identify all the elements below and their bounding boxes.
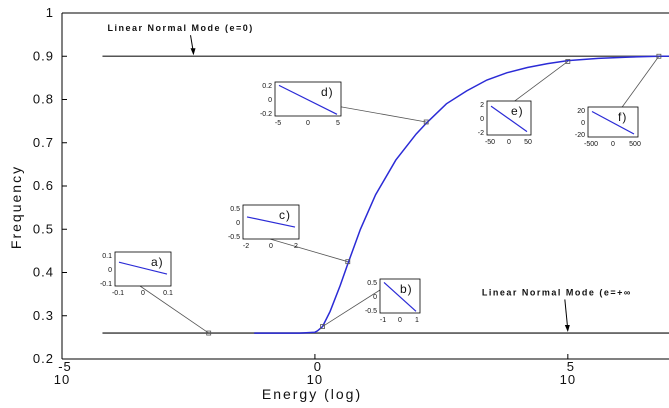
y-tick-label: 0.7 <box>33 135 54 150</box>
inset-x-tick: -5 <box>275 120 281 127</box>
y-tick-label: 1 <box>46 5 54 20</box>
series-layer <box>254 55 669 334</box>
inset-series-line <box>490 105 528 133</box>
inset-y-tick: 0 <box>108 267 112 274</box>
inset-frame <box>587 106 639 138</box>
inset-y-tick: 0.2 <box>262 83 272 90</box>
inset-d: d) 0.2 0 -0.2-5 0 5 <box>260 81 429 127</box>
inset-b: b) 0.5 0 -0.5-1 0 1 <box>320 278 421 329</box>
inset-f: f) 20 0 -20 -500 0 500 <box>575 53 662 148</box>
inset-y-tick: 0 <box>480 116 484 123</box>
x-tick-exponent: 5 <box>567 359 575 374</box>
inset-x-tick: 0 <box>611 141 615 148</box>
inset-label: d) <box>321 85 334 99</box>
inset-y-tick: -0.5 <box>228 234 240 241</box>
x-tick-exponent: -5 <box>58 359 72 374</box>
inset-y-tick: 0.5 <box>230 206 240 213</box>
inset-frame <box>242 204 300 240</box>
inset-series-line <box>591 110 635 135</box>
x-tick-base: 10 <box>54 372 70 387</box>
inset-label: b) <box>400 282 413 296</box>
inset-x-tick: 50 <box>524 139 532 146</box>
inset-y-tick: 0 <box>268 97 272 104</box>
inset-connector <box>269 238 348 263</box>
x-tick-base: 10 <box>560 372 576 387</box>
y-tick-label: 0.3 <box>33 308 54 323</box>
inset-e: e) 2 0 -2-50 0 50 <box>478 59 571 146</box>
inset-y-tick: 0.1 <box>102 253 112 260</box>
inset-x-tick: -500 <box>584 141 598 148</box>
axes <box>61 12 669 360</box>
inset-label: e) <box>511 104 524 118</box>
inset-marker <box>423 119 429 125</box>
inset-x-tick: 0 <box>141 290 145 297</box>
y-axis-label: Frequency <box>8 165 24 249</box>
inset-series-line <box>246 216 296 228</box>
x-tick-exponent: 0 <box>314 359 322 374</box>
inset-y-tick: 0 <box>236 220 240 227</box>
reference-arrowhead <box>190 48 196 56</box>
inset-x-tick: -2 <box>243 243 249 250</box>
inset-x-tick: 2 <box>294 243 298 250</box>
inset-label: c) <box>279 208 291 222</box>
inset-y-tick: 0 <box>373 294 377 301</box>
inset-connector <box>139 285 209 334</box>
reference-line-label: Linear Normal Mode (e=+∞ <box>482 287 632 297</box>
x-axis-label: Energy (log) <box>262 386 362 402</box>
y-tick-label: 0.5 <box>33 221 54 236</box>
reference-arrowhead <box>564 325 570 333</box>
inset-x-tick: 0 <box>269 243 273 250</box>
inset-marker <box>565 59 571 64</box>
inset-x-tick: 0.1 <box>163 290 173 297</box>
y-tick-label: 0.2 <box>33 351 54 366</box>
series-line <box>254 55 669 334</box>
inset-x-tick: -50 <box>485 139 495 146</box>
inset-y-tick: 2 <box>480 102 484 109</box>
inset-series-line <box>118 261 168 275</box>
inset-y-tick: 0 <box>581 120 585 127</box>
reference-line-label: Linear Normal Mode (e=0) <box>107 23 253 33</box>
inset-x-tick: 500 <box>629 141 641 148</box>
inset-label: f) <box>618 110 627 124</box>
inset-x-tick: -0.1 <box>112 290 124 297</box>
inset-y-tick: 0.5 <box>367 280 377 287</box>
y-tick-label: 0.4 <box>33 265 54 280</box>
inset-x-tick: 0 <box>306 120 310 127</box>
inset-x-tick: 1 <box>415 317 419 324</box>
inset-y-tick: -20 <box>575 132 585 139</box>
inset-marker <box>206 330 212 336</box>
inset-marker <box>345 259 351 265</box>
inset-x-tick: -1 <box>380 317 386 324</box>
y-tick-label: 0.9 <box>33 48 54 63</box>
inset-series-line <box>383 281 417 312</box>
y-tick-label: 0.6 <box>33 178 54 193</box>
inset-y-tick: -0.5 <box>365 308 377 315</box>
inset-marker <box>320 324 325 329</box>
inset-y-tick: -0.1 <box>100 281 112 288</box>
inset-c: c) 0.5 0 -0.5-2 0 2 <box>228 204 351 265</box>
reference-lines: Linear Normal Mode (e=0) Linear Normal Mo… <box>102 23 669 334</box>
inset-y-tick: -2 <box>478 130 484 137</box>
inset-connector <box>322 289 381 327</box>
y-tick-label: 0.8 <box>33 92 54 107</box>
inset-connector <box>324 103 427 123</box>
insets-layer: a)0.10-0.1-0.1 0 0.1 b)0.50-0.5-1 0 1c)0.50-0… <box>100 53 662 336</box>
inset-y-tick: -0.2 <box>260 111 272 118</box>
reference-arrow <box>564 299 569 331</box>
inset-marker <box>656 53 662 59</box>
inset-label: a) <box>151 255 164 269</box>
x-tick-base: 10 <box>307 372 323 387</box>
inset-a: a) 0.1 0 -0.1-0.1 0 0.1 <box>100 251 212 336</box>
inset-series-line <box>278 84 338 115</box>
inset-y-tick: 20 <box>577 108 585 115</box>
inset-frame <box>114 251 172 287</box>
inset-x-tick: 0 <box>507 139 511 146</box>
inset-x-tick: 0 <box>398 317 402 324</box>
inset-x-tick: 5 <box>336 120 340 127</box>
inset-connector <box>619 56 660 111</box>
